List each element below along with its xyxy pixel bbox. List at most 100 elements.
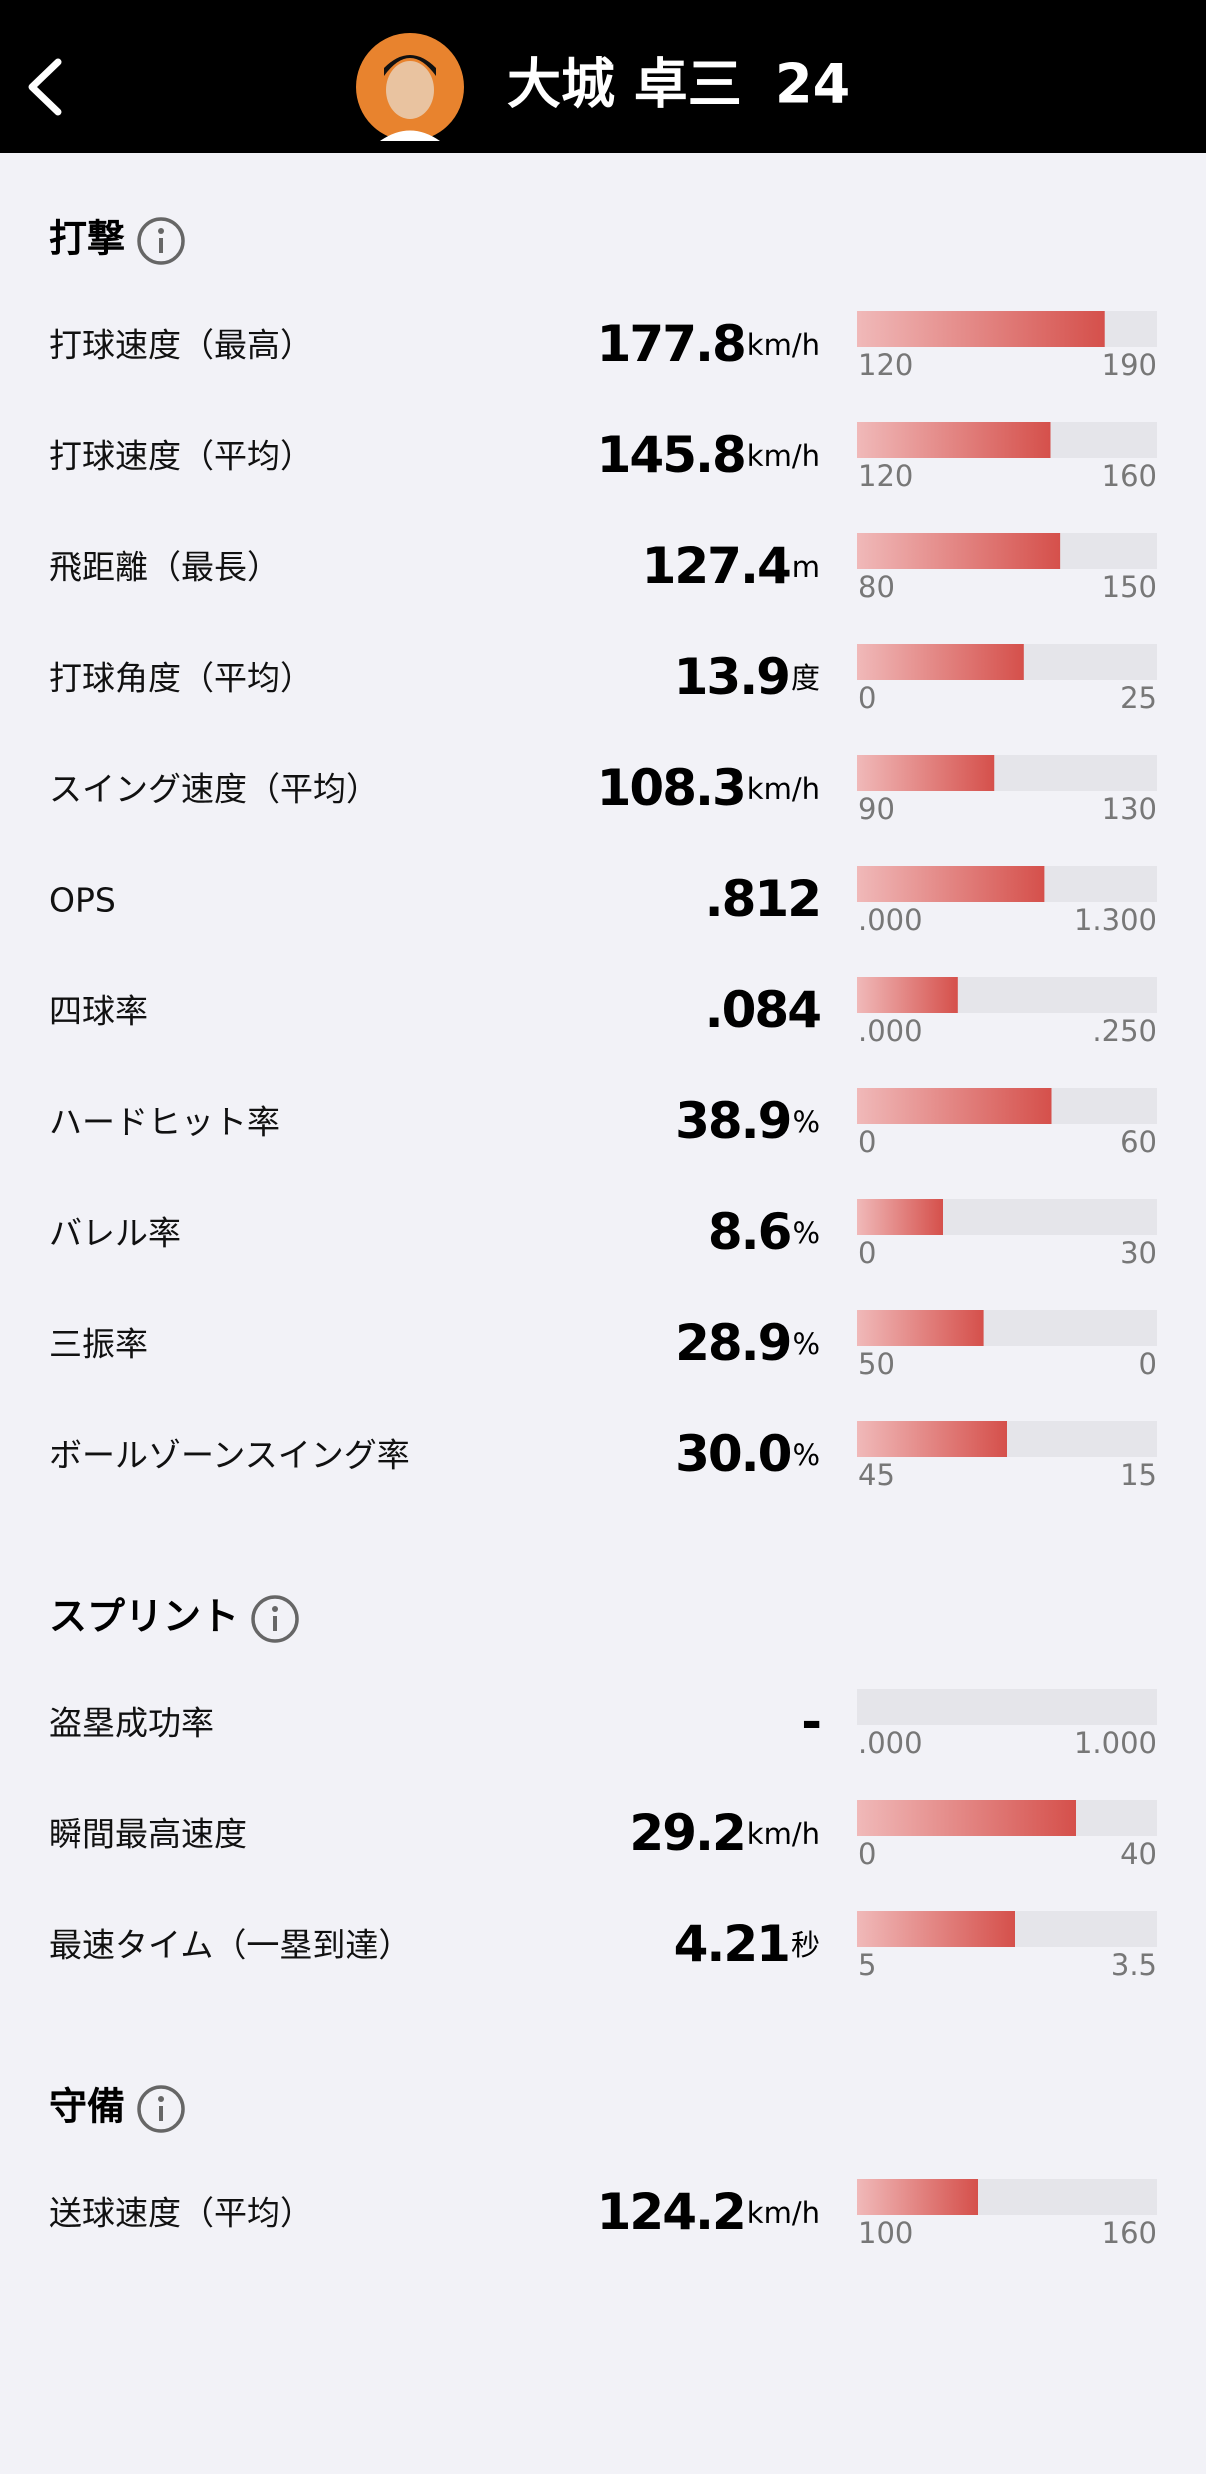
stat-number: .084 (705, 981, 821, 1039)
range-max: 160 (1102, 2216, 1157, 2250)
stat-unit: m (792, 550, 820, 584)
bar-track (857, 1689, 1157, 1725)
stat-label: ボールゾーンスイング率 (49, 1436, 410, 1475)
stat-number: 4.21 (674, 1915, 789, 1973)
range-min: .000 (858, 1726, 923, 1760)
range-max: 25 (1120, 681, 1157, 715)
range-min: 120 (858, 348, 913, 382)
bar-fill (857, 2179, 978, 2215)
stat-label: OPS (49, 881, 116, 920)
range-max: 130 (1102, 792, 1157, 826)
range-max: 160 (1102, 459, 1157, 493)
stat-label: 送球速度（平均） (49, 2194, 313, 2233)
info-icon[interactable] (137, 217, 185, 265)
range-min: 45 (858, 1458, 895, 1492)
stat-label: 最速タイム（一塁到達） (49, 1926, 411, 1965)
range-max: 0 (1139, 1347, 1157, 1381)
range-max: 1.000 (1074, 1726, 1157, 1760)
stat-value: 8.6% (708, 1203, 820, 1261)
stat-unit: km/h (747, 2196, 820, 2230)
stat-number: 29.2 (629, 1804, 744, 1862)
bar-fill (857, 533, 1061, 569)
bar-fill (857, 977, 958, 1013)
stat-number: 28.9 (675, 1314, 790, 1372)
stat-number: 145.8 (597, 426, 745, 484)
range-min: 0 (858, 1125, 876, 1159)
bar-fill (857, 755, 995, 791)
section-title: 守備 (49, 2085, 125, 2129)
stat-value: 28.9% (675, 1314, 820, 1372)
stat-value: .084 (705, 981, 821, 1039)
stat-value: 13.9度 (674, 648, 820, 706)
stat-number: - (801, 1693, 820, 1751)
range-max: 60 (1120, 1125, 1157, 1159)
stat-number: 13.9 (674, 648, 789, 706)
stat-label: 三振率 (49, 1325, 148, 1364)
range-max: 1.300 (1074, 903, 1157, 937)
stat-unit: % (792, 1327, 820, 1361)
back-button[interactable] (28, 58, 62, 116)
avatar (356, 33, 464, 141)
range-min: 90 (858, 792, 895, 826)
stat-unit: km/h (747, 439, 820, 473)
bar-fill (857, 311, 1105, 347)
range-min: .000 (858, 1014, 923, 1048)
info-icon-dot (272, 1606, 279, 1612)
range-max: 150 (1102, 570, 1157, 604)
info-icon-ring (251, 1595, 299, 1643)
section-title: 打撃 (49, 217, 125, 261)
stat-unit: % (792, 1438, 820, 1472)
header-bar (0, 0, 1206, 153)
info-icon[interactable] (251, 1595, 299, 1643)
stat-unit: km/h (747, 328, 820, 362)
range-min: 5 (858, 1948, 876, 1982)
bar-fill (857, 422, 1051, 458)
stat-label: 打球角度（平均） (49, 659, 313, 698)
stat-value: 145.8km/h (597, 426, 820, 484)
range-min: 0 (858, 1236, 876, 1270)
stat-value: 30.0% (675, 1425, 820, 1483)
player-number: 24 (775, 53, 850, 116)
range-max: 190 (1102, 348, 1157, 382)
stat-value: 124.2km/h (597, 2183, 820, 2241)
stat-label: 打球速度（最高） (49, 326, 313, 365)
stat-number: 38.9 (675, 1092, 790, 1150)
range-max: .250 (1092, 1014, 1157, 1048)
bar-fill (857, 1911, 1015, 1947)
stat-unit: % (792, 1216, 820, 1250)
bar-fill (857, 1421, 1007, 1457)
stat-unit: 度 (791, 661, 820, 695)
stat-label: 打球速度（平均） (49, 437, 313, 476)
info-icon-ring (137, 217, 185, 265)
range-min: 50 (858, 1347, 895, 1381)
bar-fill (857, 866, 1045, 902)
range-max: 40 (1120, 1837, 1157, 1871)
stat-value: 38.9% (675, 1092, 820, 1150)
range-min: 120 (858, 459, 913, 493)
info-icon-dot (158, 228, 165, 234)
range-min: 0 (858, 1837, 876, 1871)
bar-fill (857, 644, 1024, 680)
stat-label: 瞬間最高速度 (49, 1815, 247, 1854)
stat-value: - (801, 1693, 820, 1751)
info-icon[interactable] (137, 2085, 185, 2133)
bar-fill (857, 1199, 943, 1235)
stat-number: 108.3 (597, 759, 745, 817)
stat-unit: % (792, 1105, 820, 1139)
stat-unit: 秒 (791, 1928, 820, 1962)
stat-number: 30.0 (675, 1425, 791, 1483)
stat-number: 124.2 (597, 2183, 745, 2241)
range-min: 100 (858, 2216, 913, 2250)
bar-fill (857, 1310, 984, 1346)
info-icon-dot (158, 2096, 165, 2102)
stat-label: バレル率 (49, 1214, 181, 1253)
stat-unit: km/h (747, 1817, 820, 1851)
section-title: スプリント (49, 1595, 239, 1639)
stat-label: 四球率 (49, 992, 148, 1031)
stat-number: 127.4 (642, 537, 790, 595)
stat-value: 4.21秒 (674, 1915, 820, 1973)
range-max: 3.5 (1111, 1948, 1157, 1982)
stat-number: 8.6 (708, 1203, 791, 1261)
